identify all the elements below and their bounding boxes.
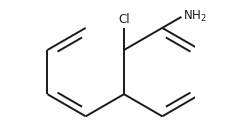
Text: Cl: Cl (118, 13, 130, 26)
Text: NH$_2$: NH$_2$ (183, 9, 207, 24)
